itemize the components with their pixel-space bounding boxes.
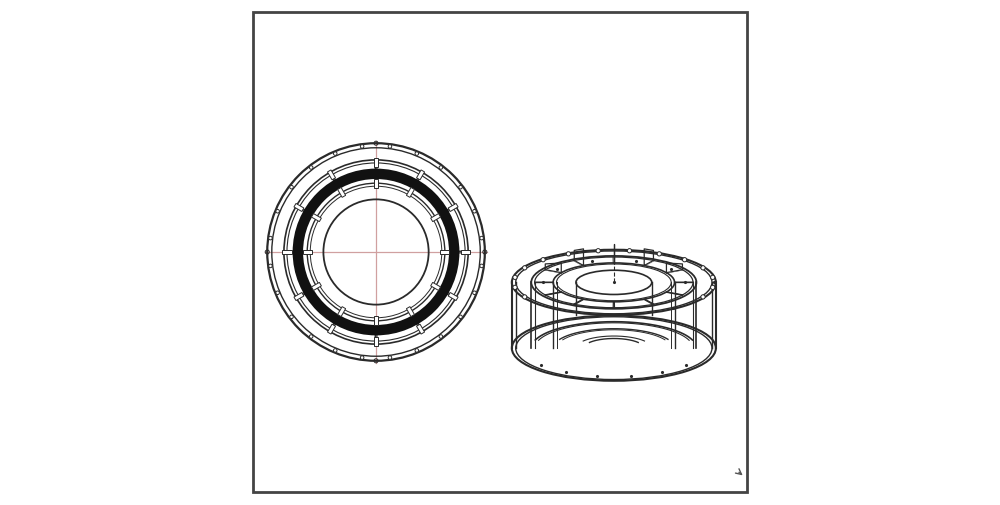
Circle shape (473, 291, 476, 295)
Circle shape (523, 295, 527, 299)
Circle shape (276, 210, 279, 214)
FancyBboxPatch shape (417, 171, 425, 180)
Circle shape (360, 356, 364, 360)
Circle shape (276, 291, 279, 295)
Circle shape (439, 335, 443, 339)
Circle shape (415, 349, 419, 352)
Circle shape (480, 237, 483, 240)
FancyBboxPatch shape (303, 250, 312, 255)
Circle shape (459, 186, 462, 189)
FancyBboxPatch shape (448, 204, 458, 212)
Circle shape (290, 186, 293, 189)
Circle shape (627, 249, 632, 254)
FancyBboxPatch shape (374, 179, 378, 188)
Circle shape (596, 249, 600, 254)
Circle shape (682, 258, 687, 262)
FancyBboxPatch shape (327, 171, 336, 180)
Circle shape (541, 258, 545, 262)
Circle shape (269, 237, 272, 240)
FancyBboxPatch shape (406, 307, 414, 317)
Circle shape (513, 276, 517, 280)
FancyBboxPatch shape (282, 250, 292, 255)
Circle shape (360, 145, 364, 149)
Circle shape (388, 356, 392, 360)
FancyBboxPatch shape (338, 188, 346, 198)
Circle shape (711, 286, 715, 290)
Circle shape (309, 335, 313, 339)
FancyBboxPatch shape (294, 204, 304, 212)
Circle shape (439, 166, 443, 170)
Circle shape (415, 153, 419, 156)
Circle shape (459, 316, 462, 319)
FancyBboxPatch shape (294, 293, 304, 301)
Polygon shape (545, 264, 561, 273)
Circle shape (290, 316, 293, 319)
FancyBboxPatch shape (338, 307, 346, 317)
Circle shape (473, 210, 476, 214)
FancyBboxPatch shape (448, 293, 458, 301)
Circle shape (480, 265, 483, 268)
FancyBboxPatch shape (406, 188, 414, 198)
Circle shape (388, 145, 392, 149)
Circle shape (657, 252, 661, 257)
FancyBboxPatch shape (311, 283, 321, 291)
Polygon shape (574, 249, 583, 266)
FancyBboxPatch shape (440, 250, 449, 255)
FancyBboxPatch shape (431, 283, 441, 291)
FancyBboxPatch shape (431, 214, 441, 222)
FancyBboxPatch shape (327, 325, 336, 334)
FancyBboxPatch shape (311, 214, 321, 222)
Circle shape (566, 252, 571, 257)
Circle shape (309, 166, 313, 170)
Circle shape (513, 286, 517, 290)
Circle shape (701, 295, 705, 299)
Circle shape (333, 349, 337, 352)
Circle shape (269, 265, 272, 268)
Circle shape (333, 153, 337, 156)
Circle shape (701, 266, 705, 270)
Circle shape (711, 276, 715, 280)
Polygon shape (644, 249, 653, 266)
FancyBboxPatch shape (461, 250, 470, 255)
FancyBboxPatch shape (374, 159, 378, 168)
FancyBboxPatch shape (374, 337, 378, 346)
FancyBboxPatch shape (417, 325, 425, 334)
FancyBboxPatch shape (374, 317, 378, 326)
Circle shape (523, 266, 527, 270)
Polygon shape (666, 264, 682, 273)
